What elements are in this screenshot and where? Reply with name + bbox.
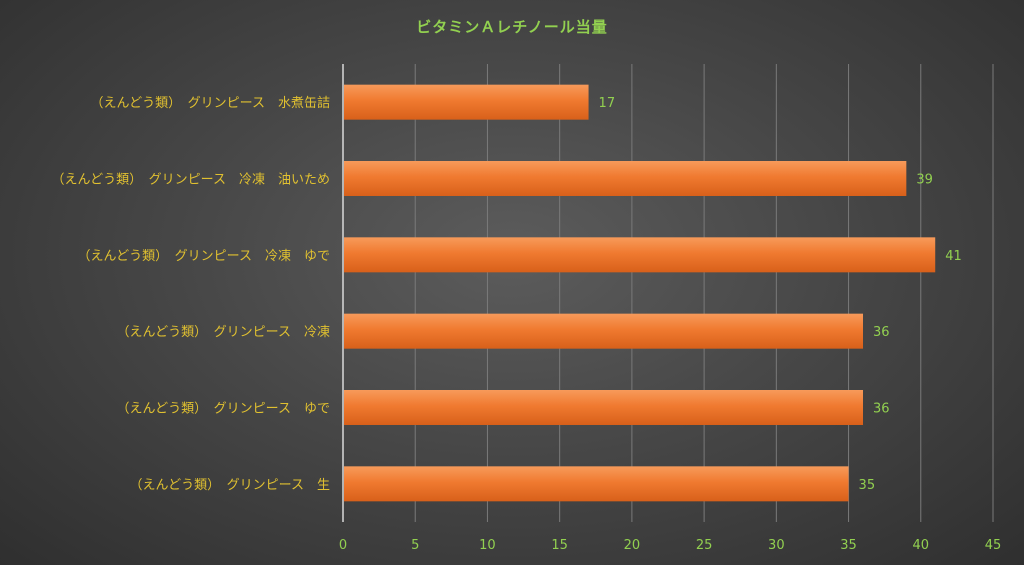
- chart-title: ビタミンＡレチノール当量: [416, 18, 608, 36]
- category-labels: （えんどう類） グリンピース 水煮缶詰 （えんどう類） グリンピース 冷凍 油いた…: [52, 95, 330, 493]
- category-label-4: （えんどう類） グリンピース ゆで: [117, 402, 330, 417]
- x-tick-label-9: 45: [985, 538, 1002, 553]
- x-tick-label-5: 25: [696, 538, 713, 553]
- data-label-0: 17: [599, 96, 616, 111]
- bar-4: [344, 390, 863, 425]
- x-tick-label-4: 20: [624, 538, 641, 553]
- bar-3: [344, 313, 863, 349]
- data-label-5: 35: [859, 478, 876, 493]
- data-label-3: 36: [873, 325, 890, 340]
- category-label-3: （えんどう類） グリンピース 冷凍: [117, 324, 330, 340]
- bar-0: [344, 84, 589, 120]
- grid-lines: [342, 64, 994, 522]
- data-label-2: 41: [945, 249, 962, 264]
- category-label-0: （えんどう類） グリンピース 水煮缶詰: [91, 95, 330, 111]
- bar-1: [344, 161, 907, 196]
- x-tick-label-7: 35: [840, 538, 857, 553]
- category-label-2: （えんどう類） グリンピース 冷凍 ゆで: [78, 248, 330, 264]
- x-tick-label-1: 5: [411, 538, 419, 553]
- x-tick-label-6: 30: [768, 538, 785, 553]
- data-label-4: 36: [873, 402, 890, 417]
- x-tick-label-8: 40: [913, 538, 930, 553]
- bar-2: [344, 237, 936, 273]
- bars: 17 39 41 36 36 35: [344, 84, 962, 502]
- data-label-1: 39: [916, 173, 933, 188]
- x-tick-label-2: 10: [479, 538, 496, 553]
- bar-5: [344, 466, 849, 502]
- x-tick-label-0: 0: [339, 538, 347, 553]
- x-tick-label-3: 15: [551, 538, 568, 553]
- x-axis-ticks: 0 5 10 15 20 25 30 35 40 45: [339, 538, 1001, 553]
- category-label-1: （えんどう類） グリンピース 冷凍 油いため: [52, 172, 330, 188]
- category-label-5: （えんどう類） グリンピース 生: [130, 478, 330, 493]
